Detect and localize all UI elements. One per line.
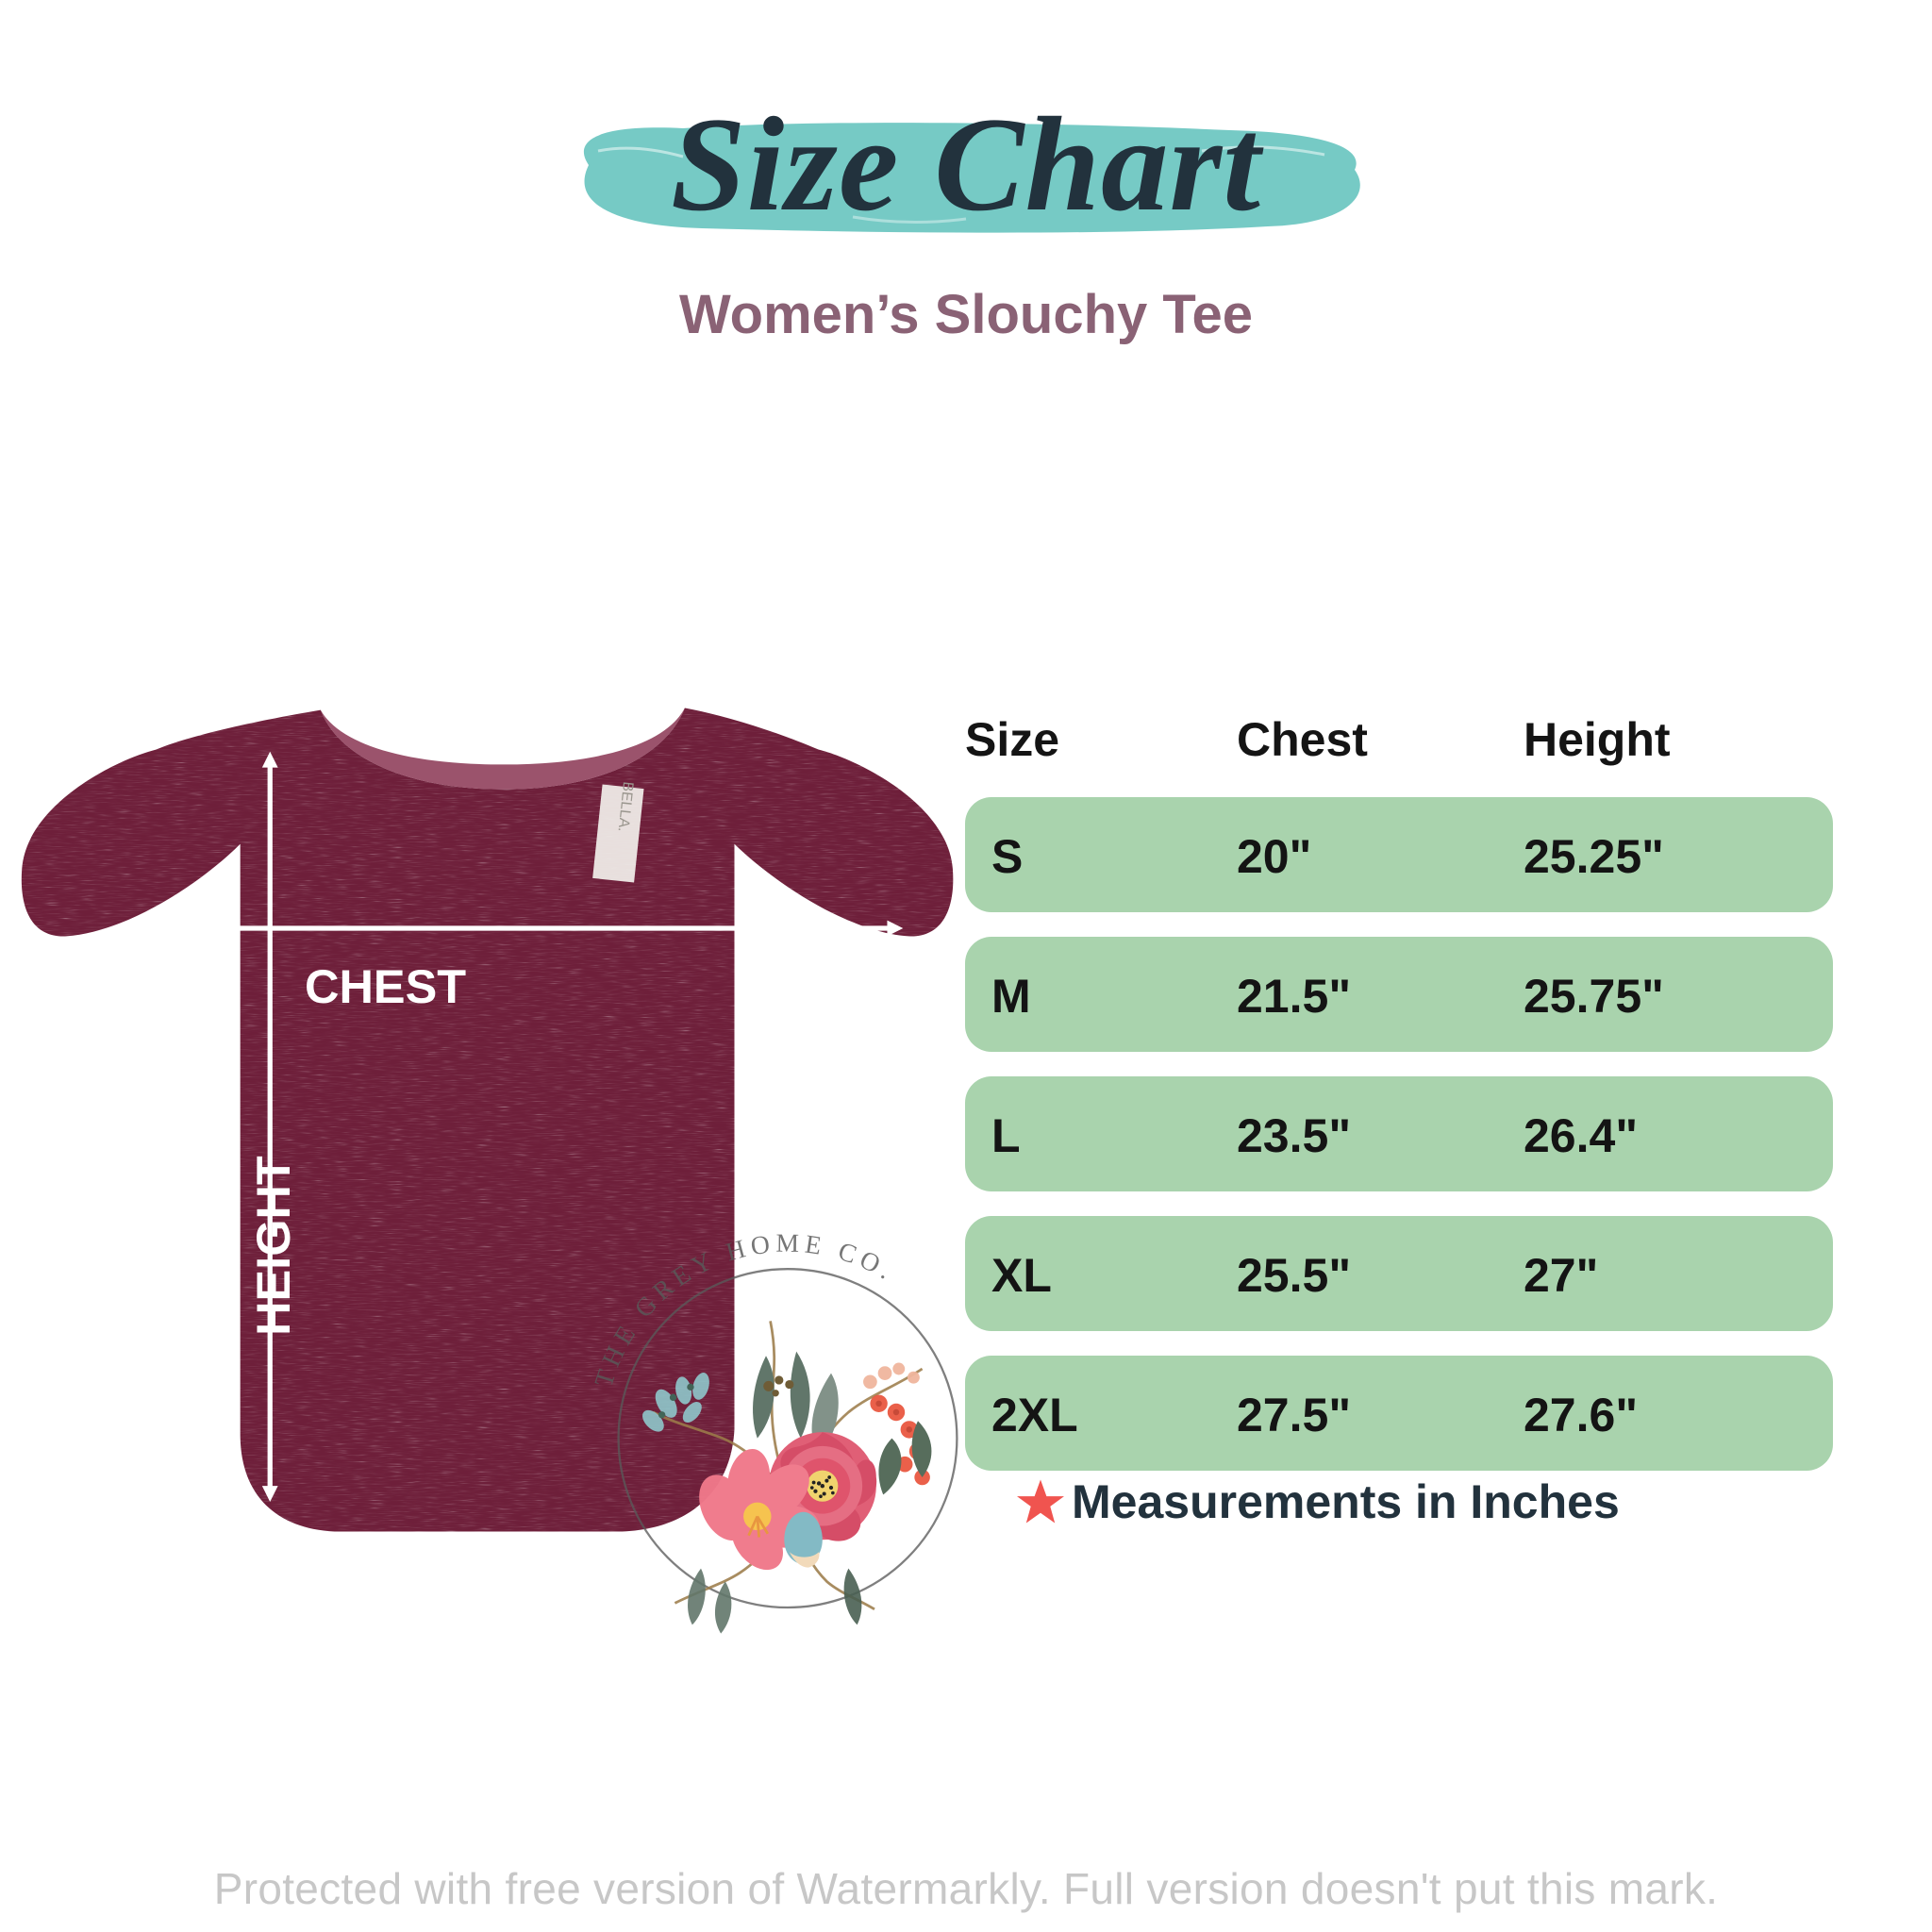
svg-text:CHEST: CHEST	[305, 959, 466, 1013]
svg-text:Size Chart: Size Chart	[671, 90, 1264, 239]
svg-text:HEIGHT: HEIGHT	[246, 1156, 300, 1336]
